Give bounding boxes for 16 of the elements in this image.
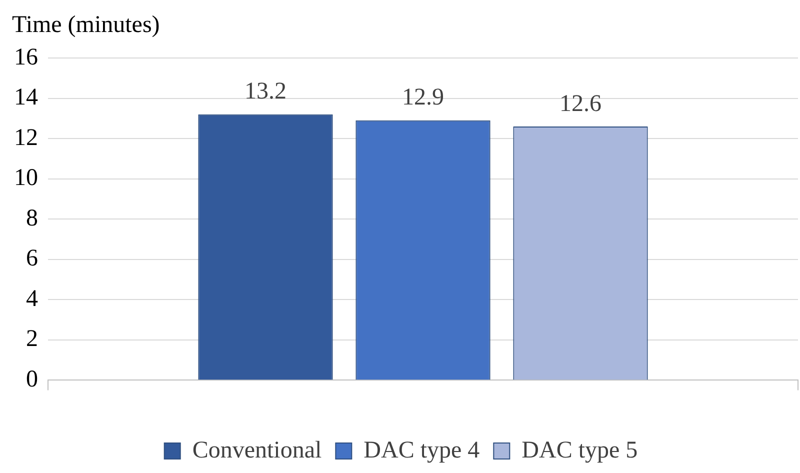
y-tick-label: 8: [26, 205, 38, 232]
data-label: 12.9: [402, 84, 444, 111]
data-label: 13.2: [244, 78, 286, 105]
legend-label: Conventional: [192, 437, 322, 464]
y-tick-label: 2: [26, 326, 38, 352]
y-tick-label: 0: [26, 366, 38, 392]
data-label: 12.6: [560, 90, 602, 117]
y-tick-label: 14: [14, 84, 38, 111]
legend-label: DAC type 5: [522, 437, 638, 464]
y-tick-label: 16: [14, 44, 38, 70]
legend-label: DAC type 4: [364, 437, 480, 464]
y-axis-title: Time (minutes): [12, 12, 160, 39]
y-tick-label: 4: [26, 286, 38, 312]
y-tick-label: 10: [14, 165, 38, 192]
y-tick-label: 6: [26, 246, 38, 272]
y-tick-label: 12: [14, 124, 38, 151]
